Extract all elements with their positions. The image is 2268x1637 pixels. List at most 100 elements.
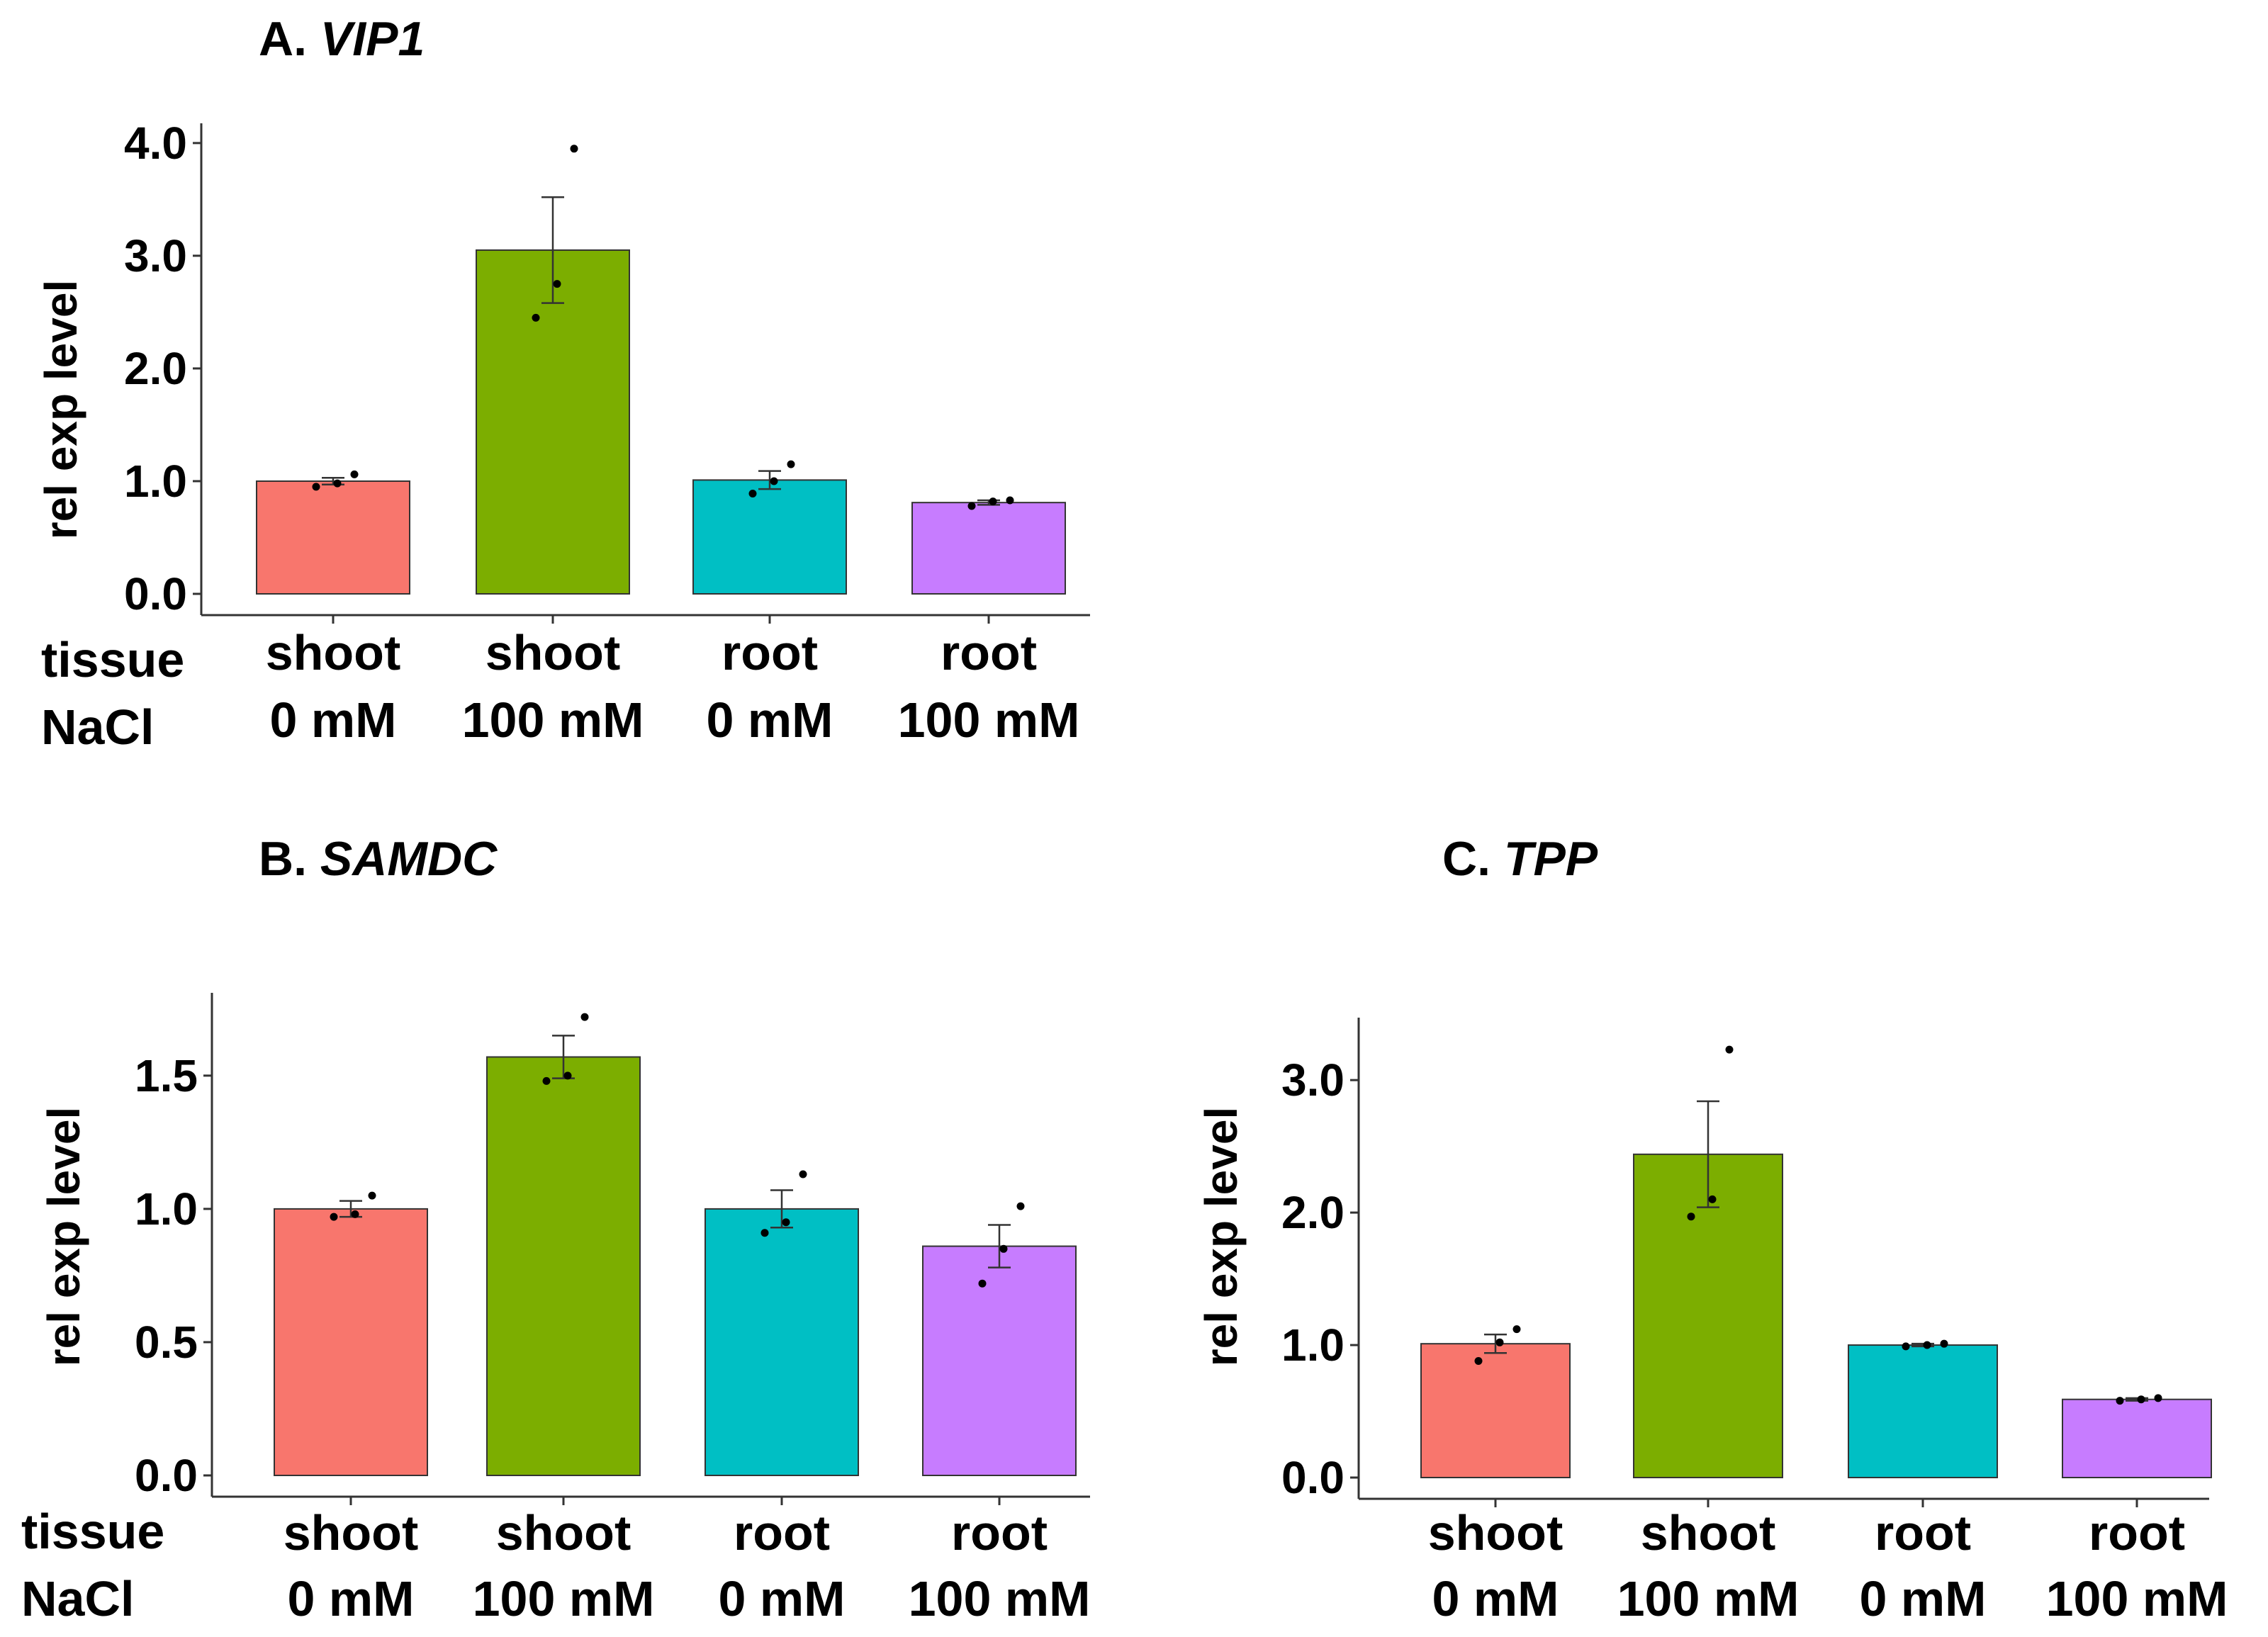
data-point [1725,1045,1734,1054]
data-point [1016,1202,1025,1210]
data-point [1474,1356,1483,1365]
data-point [748,489,757,497]
x-category-nacl: 100 mM [462,692,644,748]
bar-root-100mm [911,502,1066,595]
y-tick-label: 2.0 [124,343,187,394]
y-tick-label: 2.0 [1281,1187,1344,1238]
factor-label-nacl: NaCl [41,699,154,755]
panel-title: B. SAMDC [259,832,498,886]
data-point [330,1213,338,1221]
data-point [532,313,540,322]
data-point [787,460,795,468]
x-category-nacl: 100 mM [1617,1571,1800,1626]
panel-title-prefix: A. [259,12,320,66]
data-point [2137,1395,2145,1404]
data-point [1902,1342,1910,1351]
factor-label-nacl: NaCl [21,1571,134,1626]
y-axis-title: rel exp level [1196,1107,1247,1366]
y-tick-label: 0.0 [1281,1452,1344,1503]
x-category-nacl: 0 mM [1432,1571,1559,1626]
x-category-nacl: 0 mM [1860,1571,1987,1626]
data-point [782,1218,790,1227]
x-category-tissue: shoot [266,625,401,680]
x-category-tissue: root [734,1505,830,1560]
data-point [312,483,320,491]
y-tick-label: 1.0 [1281,1320,1344,1371]
y-tick-label: 0.5 [135,1317,198,1368]
data-point [1923,1341,1931,1349]
panel-title: A. VIP1 [259,12,425,66]
x-category-tissue: root [2089,1505,2185,1560]
data-point [563,1071,572,1080]
panel-title-gene: VIP1 [320,12,425,66]
data-point [1495,1338,1504,1346]
data-point [1687,1213,1695,1221]
data-point [2116,1397,2124,1405]
data-point [1708,1195,1717,1203]
x-category-nacl: 100 mM [2046,1571,2228,1626]
bar-shoot-0mm [1420,1343,1571,1479]
y-axis-title: rel exp level [38,1107,89,1366]
y-tick-label: 1.5 [135,1050,198,1101]
x-category-nacl: 100 mM [909,1571,1091,1626]
data-point [553,280,561,288]
x-category-tissue: shoot [284,1505,419,1560]
x-category-tissue: root [941,625,1037,680]
x-category-tissue: shoot [496,1505,631,1560]
panel-title-gene: TPP [1504,832,1598,886]
x-category-tissue: shoot [485,625,621,680]
x-category-tissue: root [1875,1505,1971,1560]
x-category-nacl: 0 mM [707,692,833,748]
data-point [760,1229,769,1237]
data-point [799,1170,807,1178]
data-point [999,1244,1008,1253]
factor-label-tissue: tissue [21,1504,164,1559]
y-tick-label: 3.0 [124,230,187,281]
y-tick-label: 0.0 [124,568,187,619]
data-point [542,1076,551,1085]
data-point [1006,496,1014,505]
bar-shoot-100mm [486,1056,641,1477]
bar-root-0mm [1848,1344,1998,1478]
data-point [570,145,578,153]
data-point [978,1279,987,1288]
y-tick-label: 1.0 [124,456,187,507]
data-point [350,470,359,478]
x-category-nacl: 100 mM [898,692,1080,748]
data-point [967,502,976,510]
panel-title-gene: SAMDC [320,832,498,886]
y-axis-title: rel exp level [35,280,86,539]
bar-shoot-100mm [476,249,630,595]
data-point [368,1191,376,1200]
factor-label-tissue: tissue [41,632,184,687]
y-tick-label: 3.0 [1281,1054,1344,1106]
panel-title-prefix: C. [1442,832,1504,886]
y-tick-label: 1.0 [135,1183,198,1234]
data-point [333,479,342,488]
x-category-tissue: shoot [1641,1505,1776,1560]
x-category-tissue: root [951,1505,1048,1560]
data-point [989,497,997,506]
data-point [1512,1325,1521,1334]
x-category-nacl: 0 mM [719,1571,846,1626]
chart-panel-c: C. TPP 0.0 1.0 2.0 3.0 rel exp level shoot 0 mM… [1196,832,2228,1626]
y-tick-label: 0.0 [135,1450,198,1501]
x-category-tissue: root [722,625,818,680]
y-tick-label: 4.0 [124,118,187,169]
bar-shoot-0mm [274,1208,428,1477]
data-point [351,1210,359,1218]
x-category-nacl: 0 mM [270,692,397,748]
bar-root-100mm [2062,1398,2212,1479]
data-point [2154,1394,2162,1402]
x-category-tissue: shoot [1428,1505,1564,1560]
panel-title: C. TPP [1442,832,1598,886]
x-category-nacl: 0 mM [288,1571,415,1626]
data-point [1940,1339,1948,1348]
chart-panel-b: B. SAMDC 0.0 0.5 1.0 1.5 rel exp level shoot 0 … [21,832,1090,1626]
panel-title-prefix: B. [259,832,320,886]
data-point [580,1013,589,1021]
data-point [770,477,778,485]
bar-root-0mm [704,1208,859,1477]
bar-root-100mm [922,1245,1077,1476]
